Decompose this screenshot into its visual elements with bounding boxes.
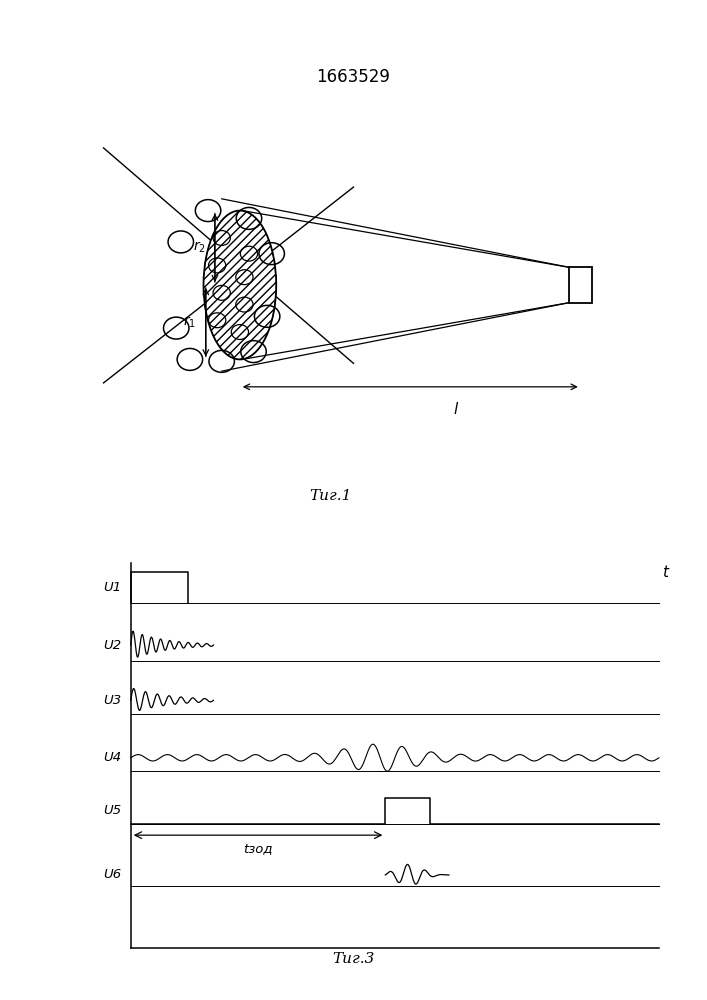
Text: $r_2$: $r_2$ [192,240,206,255]
Text: 1663529: 1663529 [317,68,390,86]
Bar [569,267,592,303]
Text: U1: U1 [103,581,122,594]
Text: $r_1$: $r_1$ [183,315,197,330]
Text: U6: U6 [103,868,122,881]
Text: t: t [662,565,668,580]
Text: Τиг.1: Τиг.1 [310,489,352,504]
Text: Τиг.3: Τиг.3 [332,952,375,966]
Text: $l$: $l$ [452,401,459,417]
Text: U3: U3 [103,694,122,707]
Text: U2: U2 [103,639,122,652]
Ellipse shape [204,211,276,359]
Text: tзод: tзод [243,842,273,855]
Text: U4: U4 [103,751,122,764]
Text: U5: U5 [103,804,122,817]
